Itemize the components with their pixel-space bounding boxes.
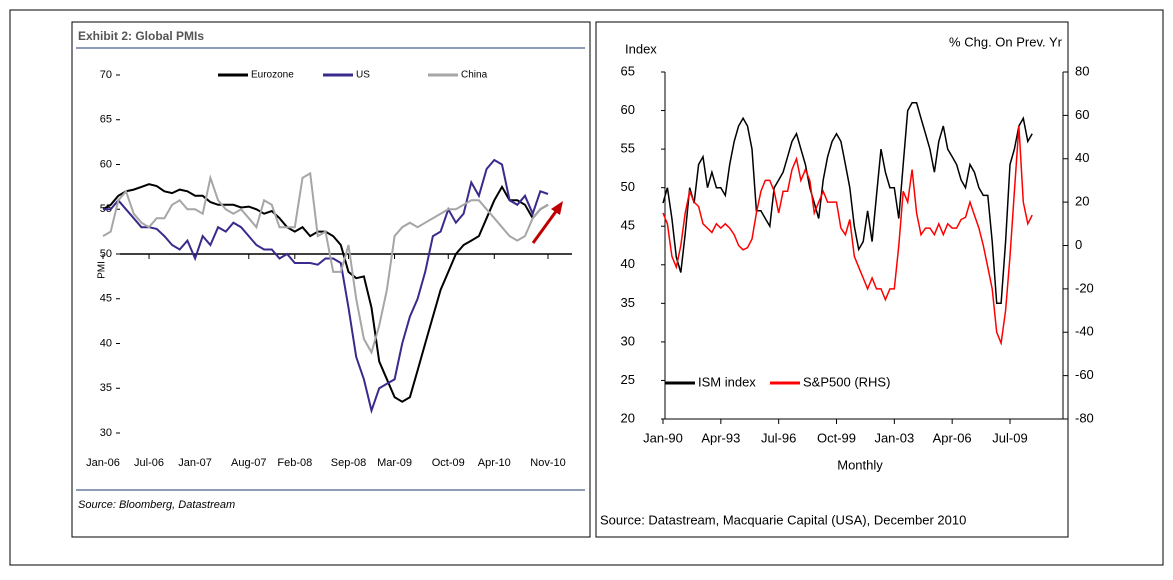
x-tick-label: Jul-96 <box>761 430 796 445</box>
y2-tick-label: -80 <box>1075 410 1094 425</box>
y-tick-label: 55 <box>621 141 635 156</box>
x-tick-label: Jul-09 <box>992 430 1027 445</box>
x-label: Monthly <box>837 457 883 472</box>
x-tick-label: Aug-07 <box>231 457 266 469</box>
y-tick-label: 50 <box>100 248 112 260</box>
legend-label: Eurozone <box>251 70 294 81</box>
y-tick-label: 20 <box>621 410 635 425</box>
y2-tick-label: 20 <box>1075 194 1089 209</box>
x-tick-label: Nov-10 <box>530 457 565 469</box>
x-tick-label: Feb-08 <box>277 457 312 469</box>
legend-label: S&P500 (RHS) <box>803 374 890 389</box>
legend-label: ISM index <box>698 374 756 389</box>
y-tick-label: 60 <box>100 158 112 170</box>
legend-label: China <box>461 70 488 81</box>
y-tick-label: 30 <box>621 333 635 348</box>
y-tick-label: 40 <box>100 337 112 349</box>
y-tick-label: 45 <box>621 218 635 233</box>
x-tick-label: Jul-06 <box>134 457 164 469</box>
y-tick-label: 40 <box>621 256 635 271</box>
x-tick-label: Mar-09 <box>377 457 412 469</box>
x-tick-label: Jan-90 <box>643 430 683 445</box>
series-line <box>662 102 1033 305</box>
chart-title: Exhibit 2: Global PMIs <box>78 29 204 43</box>
y-tick-label: 45 <box>100 293 112 305</box>
y-tick-label: 60 <box>621 102 635 117</box>
y2-tick-label: -20 <box>1075 280 1094 295</box>
y-tick-label: 50 <box>621 179 635 194</box>
source: Source: Datastream, Macquarie Capital (U… <box>600 512 966 527</box>
frame <box>9 9 1164 566</box>
series-line <box>103 158 549 415</box>
x-tick-label: Oct-99 <box>817 430 856 445</box>
y-tick-label: 70 <box>100 69 112 81</box>
arrow-head <box>551 201 563 215</box>
right-panel <box>595 21 1069 538</box>
x-tick-label: Jan-03 <box>874 430 914 445</box>
y2-tick-label: 0 <box>1075 237 1082 252</box>
y2-tick-label: 60 <box>1075 107 1089 122</box>
arrow <box>531 209 559 244</box>
y2-label: % Chg. On Prev. Yr <box>949 34 1063 49</box>
legend-label: US <box>356 70 370 81</box>
series-line <box>662 126 1033 346</box>
y-label: PMI <box>97 261 108 279</box>
y2-tick-label: 80 <box>1075 63 1089 78</box>
y-tick-label: 35 <box>100 382 112 394</box>
y-label: Index <box>625 41 657 56</box>
y2-tick-label: 40 <box>1075 150 1089 165</box>
x-tick-label: Apr-06 <box>933 430 972 445</box>
y-tick-label: 35 <box>621 295 635 310</box>
x-tick-label: Oct-09 <box>432 457 465 469</box>
x-tick-label: Sep-08 <box>331 457 366 469</box>
x-tick-label: Jan-06 <box>86 457 120 469</box>
source: Source: Bloomberg, Datastream <box>78 499 235 511</box>
y2-tick-label: -60 <box>1075 367 1094 382</box>
y-tick-label: 30 <box>100 427 112 439</box>
y-tick-label: 65 <box>621 63 635 78</box>
series-line <box>102 183 549 403</box>
y-tick-label: 25 <box>621 372 635 387</box>
x-tick-label: Jan-07 <box>178 457 212 469</box>
x-tick-label: Apr-10 <box>478 457 511 469</box>
x-tick-label: Apr-93 <box>701 430 740 445</box>
y2-tick-label: -40 <box>1075 324 1094 339</box>
series-line <box>102 171 549 355</box>
left-panel <box>71 21 591 538</box>
y-tick-label: 65 <box>100 114 112 126</box>
